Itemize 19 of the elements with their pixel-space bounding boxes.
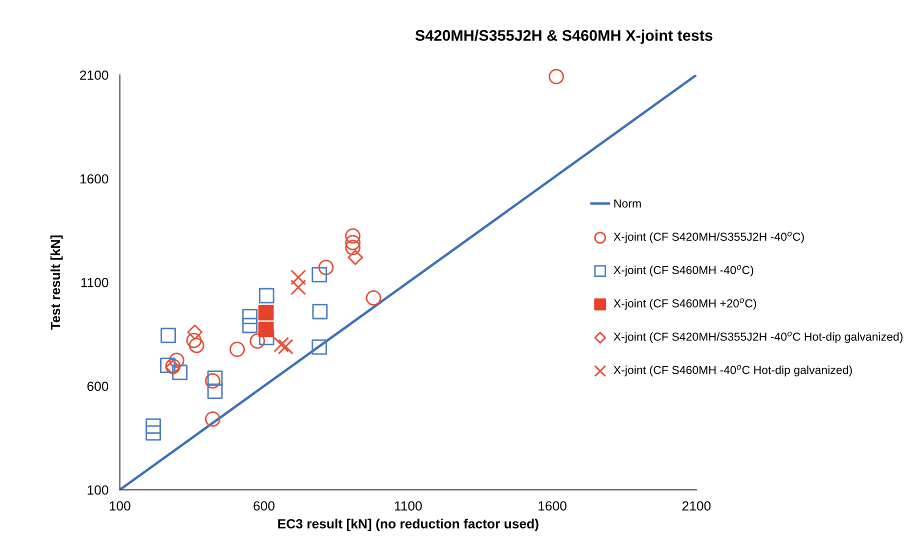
- legend-label: X-joint (CF S420MH/S355J2H -40$^{o}$C): [614, 232, 804, 244]
- chart-title: S420MH/S355J2H & S460MH X-joint tests: [415, 30, 712, 44]
- x-tick-label: 1600: [538, 501, 566, 511]
- x-tick-label: 2100: [682, 501, 711, 511]
- legend-label: X-joint (CF S460MH +20$^{o}$C): [614, 298, 756, 310]
- y-tick-label: 1100: [81, 278, 108, 288]
- y-axis-title: Test result [kN]: [50, 236, 63, 330]
- x-tick-label: 100: [110, 501, 130, 511]
- legend-label: Norm: [614, 200, 641, 208]
- x-tick-label: 600: [254, 501, 274, 511]
- y-tick-label: 1600: [80, 174, 108, 184]
- y-tick-label: 2100: [80, 70, 108, 80]
- legend-label: X-joint (CF S420MH/S355J2H -40$^{o}$C Hot-dip galvanized): [614, 332, 903, 344]
- y-tick-label: 100: [88, 485, 108, 495]
- y-tick-label: 600: [87, 382, 108, 391]
- x-tick-label: 1100: [394, 501, 422, 511]
- legend-label: X-joint (CF S460MH -40$^{o}$C): [614, 265, 754, 276]
- legend-label: X-joint (CF S460MH -40$^{o}$C Hot-dip galvanized): [614, 365, 852, 376]
- x-axis-title: EC3 result [kN] (no reduction factor used): [278, 518, 538, 532]
